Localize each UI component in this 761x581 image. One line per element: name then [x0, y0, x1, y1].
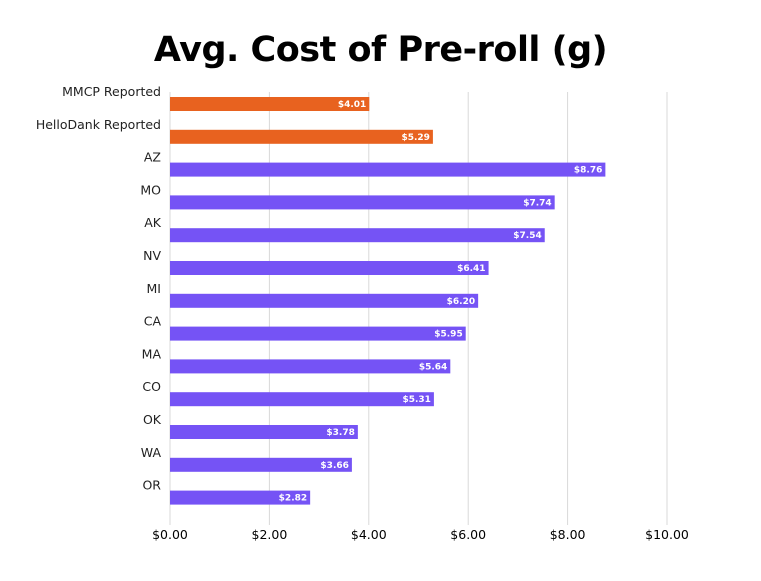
- data-label: $7.74: [523, 198, 551, 208]
- bar: [170, 359, 451, 374]
- data-label: $4.01: [338, 100, 366, 110]
- data-label: $5.29: [401, 133, 429, 143]
- chart-title: Avg. Cost of Pre-roll (g): [153, 30, 608, 70]
- bar: [170, 228, 545, 243]
- category-label: MO: [140, 182, 161, 197]
- category-label: WA: [141, 445, 162, 460]
- data-label: $6.20: [447, 297, 475, 307]
- bar: [170, 392, 434, 407]
- data-label: $3.66: [320, 461, 348, 471]
- category-label: MMCP Reported: [62, 84, 161, 99]
- category-label: AK: [144, 215, 162, 230]
- x-tick-label: $6.00: [450, 527, 486, 542]
- bar: [170, 97, 370, 111]
- category-label: OK: [143, 412, 162, 427]
- x-tick-label: $4.00: [351, 527, 387, 542]
- bar: [170, 261, 489, 275]
- data-label: $2.82: [279, 494, 307, 504]
- data-label: $5.64: [419, 362, 447, 372]
- category-label: AZ: [144, 150, 161, 165]
- data-label: $8.76: [574, 166, 602, 176]
- data-label: $5.95: [434, 330, 462, 340]
- bar: [170, 195, 555, 210]
- x-tick-label: $8.00: [550, 527, 586, 542]
- category-label: NV: [143, 248, 161, 263]
- category-label: OR: [142, 478, 161, 493]
- bar: [170, 129, 433, 144]
- data-label: $6.41: [457, 264, 485, 274]
- data-label: $3.78: [326, 428, 354, 438]
- category-labels: MMCP Reported HelloDank Reported AZ MO AK NV M…: [36, 84, 162, 493]
- x-tick-label: $10.00: [645, 527, 689, 542]
- x-tick-label: $0.00: [152, 527, 188, 542]
- category-label: HelloDank Reported: [36, 117, 161, 132]
- bar: [170, 293, 479, 308]
- bar: [170, 162, 606, 177]
- category-label: MI: [147, 281, 161, 296]
- x-axis-ticks: $0.00 $2.00 $4.00 $6.00 $8.00 $10.00: [152, 527, 689, 542]
- category-label: MA: [142, 346, 162, 361]
- category-label: CO: [142, 379, 161, 394]
- bar: [170, 326, 466, 341]
- bar: [170, 490, 311, 505]
- category-label: CA: [144, 314, 162, 329]
- x-tick-label: $2.00: [252, 527, 288, 542]
- data-label: $7.54: [513, 231, 541, 241]
- bar: [170, 457, 352, 472]
- bars: $4.01 $5.29 $8.76 $7.74 $7.54 $6.41 $6.20 $5.95…: [170, 97, 606, 505]
- data-label: $5.31: [402, 395, 430, 405]
- bar: [170, 425, 358, 439]
